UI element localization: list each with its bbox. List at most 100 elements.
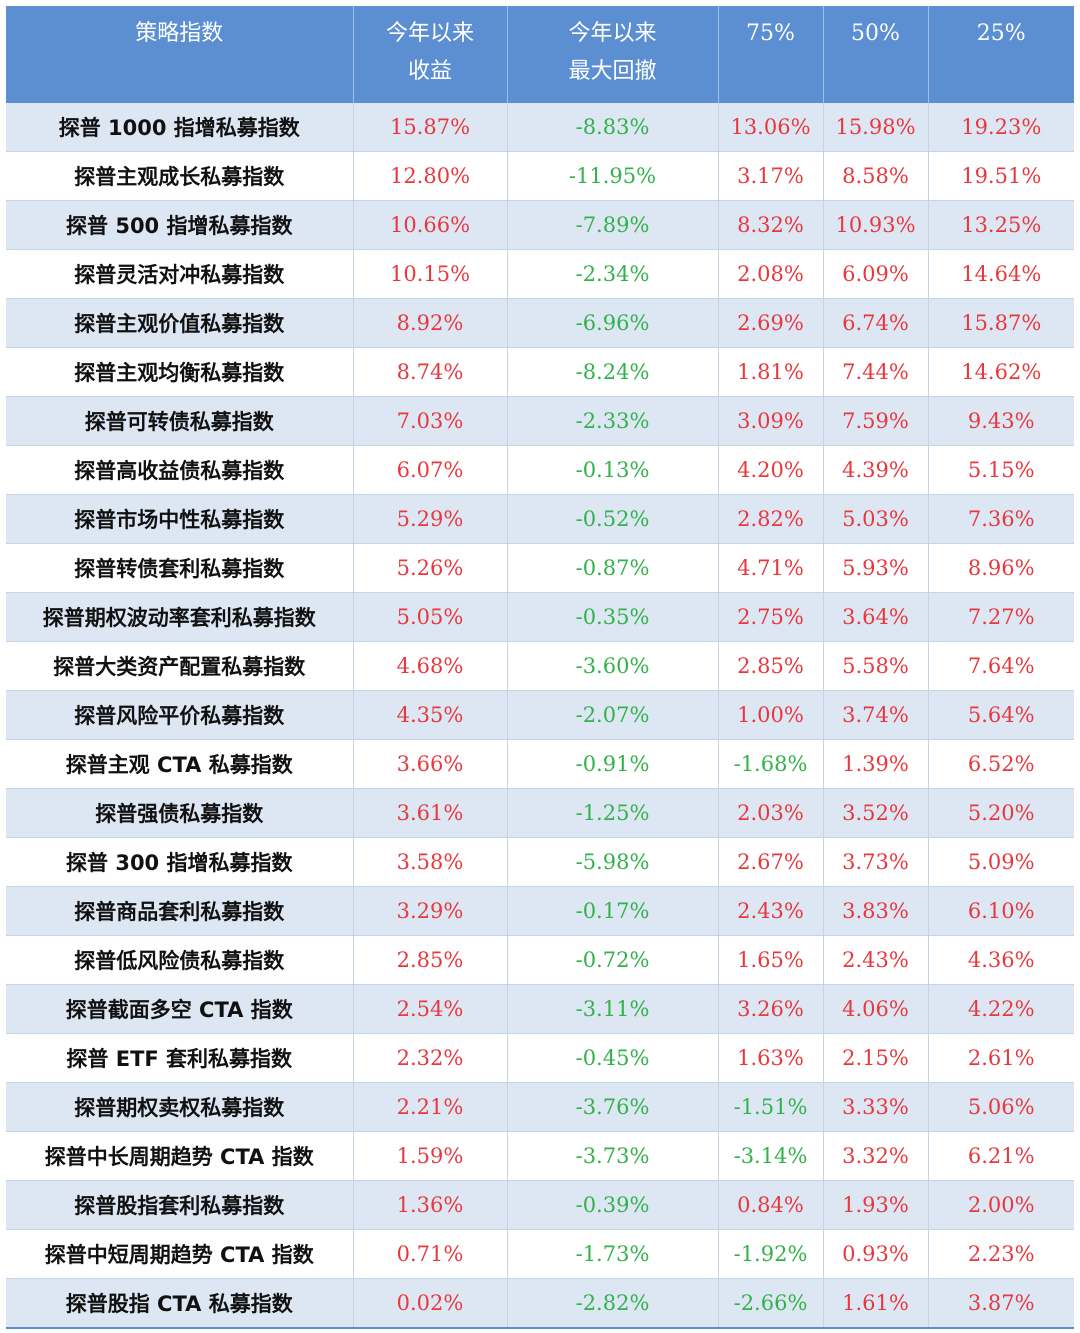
- header-25-percentile: 25%: [928, 6, 1074, 103]
- p50-cell: 3.33%: [823, 1082, 929, 1132]
- ytd-return-cell: 2.21%: [353, 1082, 508, 1132]
- p50-cell: 10.93%: [823, 200, 929, 250]
- ytd-drawdown-cell: -0.35%: [507, 592, 719, 642]
- ytd-return-cell: 3.61%: [353, 788, 508, 838]
- p75-cell: 3.17%: [718, 151, 824, 201]
- table-row: 探普股指套利私募指数 1.36% -0.39% 0.84% 1.93% 2.00%: [6, 1180, 1074, 1230]
- ytd-drawdown-cell: -3.76%: [507, 1082, 719, 1132]
- p50-cell: 3.74%: [823, 690, 929, 740]
- index-name-cell: 探普中短周期趋势 CTA 指数: [6, 1229, 354, 1279]
- index-name-cell: 探普股指 CTA 私募指数: [6, 1278, 354, 1329]
- ytd-return-cell: 5.29%: [353, 494, 508, 544]
- p75-cell: 1.65%: [718, 935, 824, 985]
- ytd-return-cell: 3.66%: [353, 739, 508, 789]
- p25-cell: 19.51%: [928, 151, 1074, 201]
- p75-cell: -2.66%: [718, 1278, 824, 1329]
- index-name-cell: 探普低风险债私募指数: [6, 935, 354, 985]
- ytd-drawdown-cell: -1.25%: [507, 788, 719, 838]
- index-name-cell: 探普高收益债私募指数: [6, 445, 354, 495]
- ytd-drawdown-cell: -0.52%: [507, 494, 719, 544]
- p75-cell: 8.32%: [718, 200, 824, 250]
- p25-cell: 4.36%: [928, 935, 1074, 985]
- p50-cell: 7.59%: [823, 396, 929, 446]
- p75-cell: 2.75%: [718, 592, 824, 642]
- p75-cell: 4.20%: [718, 445, 824, 495]
- ytd-drawdown-cell: -2.33%: [507, 396, 719, 446]
- index-name-cell: 探普股指套利私募指数: [6, 1180, 354, 1230]
- ytd-return-cell: 5.05%: [353, 592, 508, 642]
- index-name-cell: 探普主观 CTA 私募指数: [6, 739, 354, 789]
- p25-cell: 2.00%: [928, 1180, 1074, 1230]
- table-row: 探普强债私募指数 3.61% -1.25% 2.03% 3.52% 5.20%: [6, 788, 1074, 838]
- table-row: 探普市场中性私募指数 5.29% -0.52% 2.82% 5.03% 7.36%: [6, 494, 1074, 544]
- table-row: 探普大类资产配置私募指数 4.68% -3.60% 2.85% 5.58% 7.64%: [6, 641, 1074, 691]
- header-label: 50%: [851, 21, 900, 46]
- ytd-drawdown-cell: -3.11%: [507, 984, 719, 1034]
- p75-cell: -3.14%: [718, 1131, 824, 1181]
- table-row: 探普 300 指增私募指数 3.58% -5.98% 2.67% 3.73% 5.09%: [6, 837, 1074, 887]
- index-name-cell: 探普 300 指增私募指数: [6, 837, 354, 887]
- ytd-drawdown-cell: -2.34%: [507, 249, 719, 299]
- ytd-drawdown-cell: -5.98%: [507, 837, 719, 887]
- p75-cell: 0.84%: [718, 1180, 824, 1230]
- index-name-cell: 探普 1000 指增私募指数: [6, 103, 354, 152]
- p25-cell: 6.10%: [928, 886, 1074, 936]
- ytd-return-cell: 2.32%: [353, 1033, 508, 1083]
- ytd-return-cell: 2.54%: [353, 984, 508, 1034]
- header-row: 策略指数 今年以来 收益 今年以来 最大回撤 75% 50% 25%: [6, 6, 1074, 103]
- p50-cell: 4.39%: [823, 445, 929, 495]
- ytd-drawdown-cell: -0.13%: [507, 445, 719, 495]
- p75-cell: 2.03%: [718, 788, 824, 838]
- ytd-drawdown-cell: -0.91%: [507, 739, 719, 789]
- ytd-return-cell: 3.29%: [353, 886, 508, 936]
- ytd-drawdown-cell: -2.82%: [507, 1278, 719, 1329]
- ytd-return-cell: 12.80%: [353, 151, 508, 201]
- p50-cell: 2.43%: [823, 935, 929, 985]
- table-body: 探普 1000 指增私募指数 15.87% -8.83% 13.06% 15.98% 19…: [6, 103, 1074, 1329]
- header-label: 75%: [746, 21, 795, 46]
- ytd-drawdown-cell: -11.95%: [507, 151, 719, 201]
- ytd-return-cell: 1.36%: [353, 1180, 508, 1230]
- p50-cell: 2.15%: [823, 1033, 929, 1083]
- ytd-drawdown-cell: -7.89%: [507, 200, 719, 250]
- index-name-cell: 探普大类资产配置私募指数: [6, 641, 354, 691]
- ytd-drawdown-cell: -2.07%: [507, 690, 719, 740]
- ytd-return-cell: 4.35%: [353, 690, 508, 740]
- header-50-percentile: 50%: [823, 6, 929, 103]
- p25-cell: 7.64%: [928, 641, 1074, 691]
- p50-cell: 5.93%: [823, 543, 929, 593]
- ytd-return-cell: 15.87%: [353, 103, 508, 152]
- p25-cell: 6.21%: [928, 1131, 1074, 1181]
- ytd-drawdown-cell: -1.73%: [507, 1229, 719, 1279]
- p50-cell: 7.44%: [823, 347, 929, 397]
- index-name-cell: 探普期权卖权私募指数: [6, 1082, 354, 1132]
- p75-cell: 2.85%: [718, 641, 824, 691]
- ytd-return-cell: 0.02%: [353, 1278, 508, 1329]
- p50-cell: 3.32%: [823, 1131, 929, 1181]
- p25-cell: 5.64%: [928, 690, 1074, 740]
- p25-cell: 4.22%: [928, 984, 1074, 1034]
- p25-cell: 19.23%: [928, 103, 1074, 152]
- p50-cell: 8.58%: [823, 151, 929, 201]
- p75-cell: 1.81%: [718, 347, 824, 397]
- table-row: 探普股指 CTA 私募指数 0.02% -2.82% -2.66% 1.61% 3.87%: [6, 1278, 1074, 1329]
- p75-cell: 2.82%: [718, 494, 824, 544]
- p75-cell: 3.09%: [718, 396, 824, 446]
- table-row: 探普主观均衡私募指数 8.74% -8.24% 1.81% 7.44% 14.62%: [6, 347, 1074, 397]
- table-row: 探普可转债私募指数 7.03% -2.33% 3.09% 7.59% 9.43%: [6, 396, 1074, 446]
- table-row: 探普低风险债私募指数 2.85% -0.72% 1.65% 2.43% 4.36%: [6, 935, 1074, 985]
- index-name-cell: 探普中长周期趋势 CTA 指数: [6, 1131, 354, 1181]
- ytd-drawdown-cell: -3.60%: [507, 641, 719, 691]
- p50-cell: 0.93%: [823, 1229, 929, 1279]
- p75-cell: 2.67%: [718, 837, 824, 887]
- p75-cell: 2.43%: [718, 886, 824, 936]
- table-row: 探普主观 CTA 私募指数 3.66% -0.91% -1.68% 1.39% 6.52%: [6, 739, 1074, 789]
- p75-cell: 1.63%: [718, 1033, 824, 1083]
- table-row: 探普主观价值私募指数 8.92% -6.96% 2.69% 6.74% 15.87%: [6, 298, 1074, 348]
- index-name-cell: 探普主观成长私募指数: [6, 151, 354, 201]
- p25-cell: 3.87%: [928, 1278, 1074, 1329]
- header-ytd-return: 今年以来 收益: [353, 6, 508, 103]
- table-row: 探普 1000 指增私募指数 15.87% -8.83% 13.06% 15.98% 19…: [6, 103, 1074, 152]
- header-label: 25%: [976, 21, 1026, 46]
- index-name-cell: 探普期权波动率套利私募指数: [6, 592, 354, 642]
